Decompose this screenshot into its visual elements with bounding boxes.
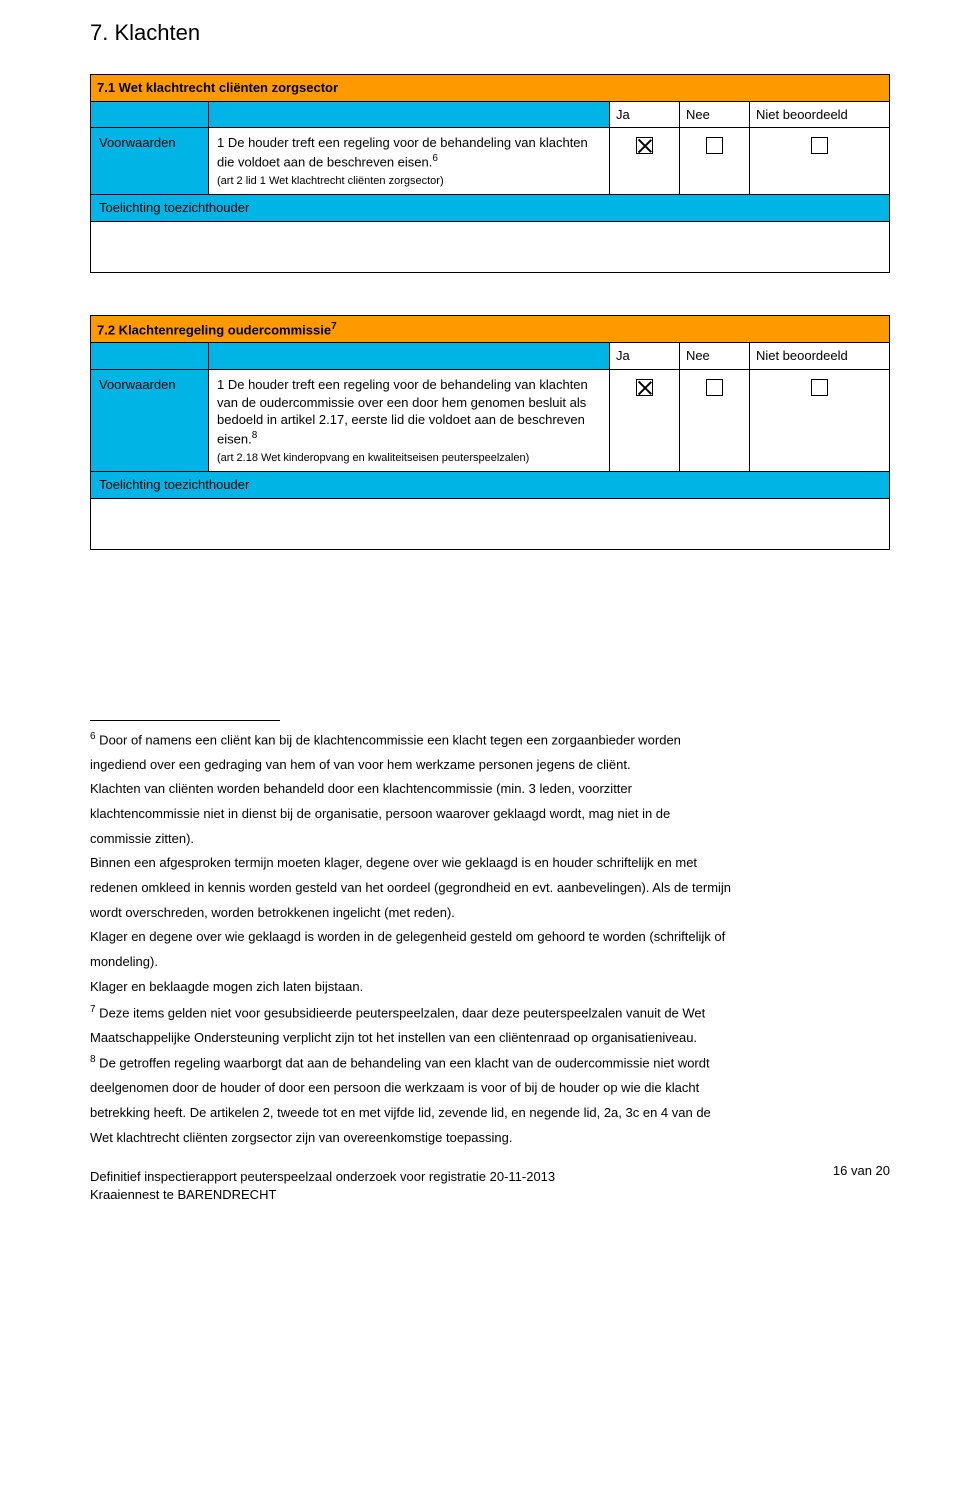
page-number: 16 van 20 [833, 1162, 890, 1180]
fn8-c: betrekking heeft. De artikelen 2, tweede… [90, 1105, 711, 1120]
section-title: 7. Klachten [90, 20, 890, 46]
table1-hdr-nee: Nee [680, 101, 750, 128]
table1-hdr-ja: Ja [610, 101, 680, 128]
fn6-e: commissie zitten). [90, 831, 194, 846]
fn6-b: ingediend over een gedraging van hem of … [90, 757, 631, 772]
checkbox-icon [811, 137, 828, 154]
table2-rowlabel: Voorwaarden [91, 370, 209, 472]
footer-line1: Definitief inspectierapport peuterspeelz… [90, 1169, 555, 1184]
table2-blank-a [91, 343, 209, 370]
footnote-8: 8 De getroffen regeling waarborgt dat aa… [90, 1050, 890, 1150]
table-oudercommissie: 7.2 Klachtenregeling oudercommissie7 Ja … [90, 315, 890, 550]
table1-body-sup: 6 [432, 153, 438, 164]
footnote-rule [90, 720, 280, 721]
footer-line2: Kraaiennest te BARENDRECHT [90, 1187, 276, 1202]
table2-title-cell: 7.2 Klachtenregeling oudercommissie7 [91, 315, 890, 343]
fn7-b: Maatschappelijke Ondersteuning verplicht… [90, 1030, 697, 1045]
table1-blank-a [91, 101, 209, 128]
checkbox-checked-icon [636, 379, 653, 396]
table1-blank-b [209, 101, 610, 128]
table2-check-ja [609, 370, 679, 472]
table2-hdr-nee: Nee [679, 343, 749, 370]
fn8-d: Wet klachtrecht cliënten zorgsector zijn… [90, 1130, 512, 1145]
table1-check-ja [610, 128, 680, 195]
fn7-a: Deze items gelden niet voor gesubsidieer… [96, 1005, 706, 1020]
table1-title: 7.1 Wet klachtrecht cliënten zorgsector [91, 75, 890, 102]
table1-hdr-niet: Niet beoordeeld [750, 101, 890, 128]
table2-title-sup: 7 [331, 321, 337, 332]
table1-check-nee [680, 128, 750, 195]
table2-toelichting: Toelichting toezichthouder [91, 472, 890, 499]
table1-rowlabel: Voorwaarden [91, 128, 209, 195]
table2-body-sup: 8 [252, 430, 258, 441]
table2-hdr-ja: Ja [609, 343, 679, 370]
footer: 16 van 20 Definitief inspectierapport pe… [90, 1168, 890, 1203]
fn6-a: Door of namens een cliënt kan bij de kla… [96, 732, 681, 747]
table2-check-nee [679, 370, 749, 472]
fn8-a: De getroffen regeling waarborgt dat aan … [96, 1056, 710, 1071]
footnote-7: 7 Deze items gelden niet voor gesubsidie… [90, 1000, 890, 1051]
fn6-i: Klager en degene over wie geklaagd is wo… [90, 929, 725, 944]
checkbox-icon [706, 137, 723, 154]
fn8-b: deelgenomen door de houder of door een p… [90, 1080, 699, 1095]
fn6-d: klachtencommissie niet in dienst bij de … [90, 806, 670, 821]
table2-body-cite: (art 2.18 Wet kinderopvang en kwaliteits… [217, 452, 529, 464]
fn6-g: redenen omkleed in kennis worden gesteld… [90, 880, 731, 895]
table1-body: 1 De houder treft een regeling voor de b… [209, 128, 610, 195]
checkbox-checked-icon [636, 137, 653, 154]
table2-empty [91, 498, 890, 549]
table2-check-niet [749, 370, 889, 472]
table1-check-niet [750, 128, 890, 195]
fn6-c: Klachten van cliënten worden behandeld d… [90, 781, 632, 796]
table2-blank-b [209, 343, 610, 370]
fn6-j: mondeling). [90, 954, 158, 969]
footnotes: 6 Door of namens een cliënt kan bij de k… [90, 720, 890, 1151]
table2-title: 7.2 Klachtenregeling oudercommissie [97, 322, 331, 337]
table1-body-main: 1 De houder treft een regeling voor de b… [217, 135, 588, 169]
table1-empty [91, 221, 890, 272]
table-klachtrecht: 7.1 Wet klachtrecht cliënten zorgsector … [90, 74, 890, 273]
table2-body-main: 1 De houder treft een regeling voor de b… [217, 377, 588, 446]
table2-hdr-niet: Niet beoordeeld [749, 343, 889, 370]
table2-body: 1 De houder treft een regeling voor de b… [209, 370, 610, 472]
table1-toelichting: Toelichting toezichthouder [91, 195, 890, 222]
table1-body-cite: (art 2 lid 1 Wet klachtrecht cliënten zo… [217, 175, 444, 187]
checkbox-icon [706, 379, 723, 396]
fn6-h: wordt overschreden, worden betrokkenen i… [90, 905, 455, 920]
fn6-k: Klager en beklaagde mogen zich laten bij… [90, 979, 363, 994]
footnote-6: 6 Door of namens een cliënt kan bij de k… [90, 727, 890, 1000]
fn6-f: Binnen een afgesproken termijn moeten kl… [90, 855, 697, 870]
checkbox-icon [811, 379, 828, 396]
